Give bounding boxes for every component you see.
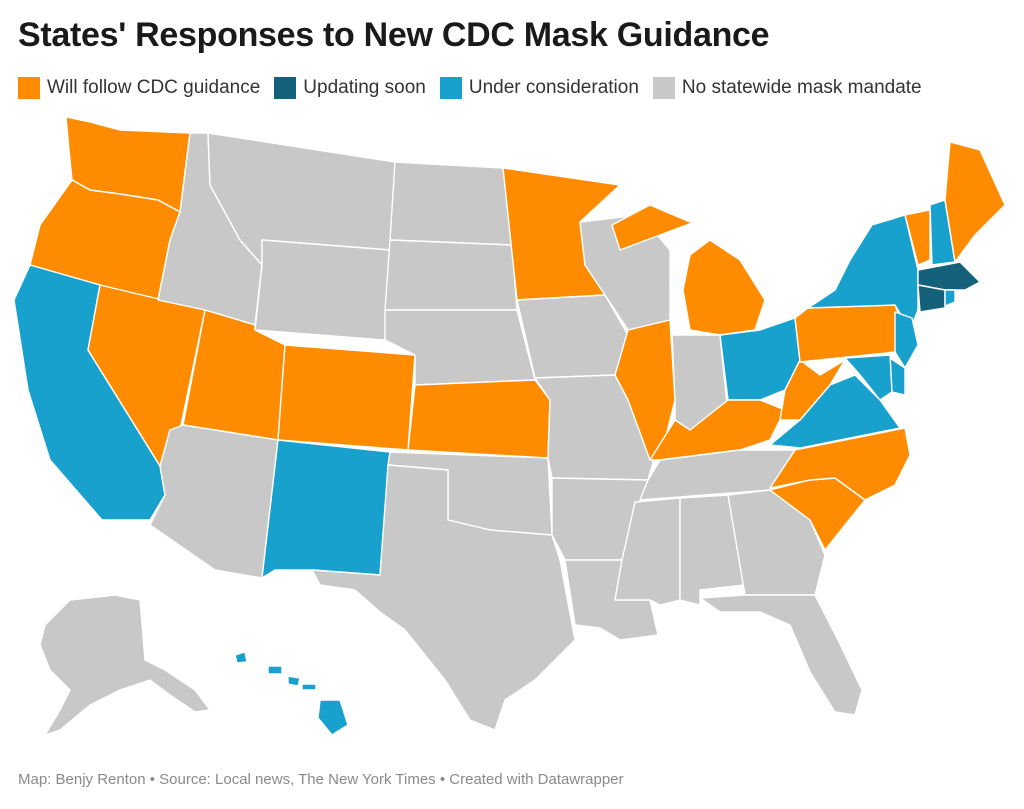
- state-kansas[interactable]: [407, 379, 551, 459]
- legend-swatch-updating: [274, 77, 297, 99]
- legend-item-follow: Will follow CDC guidance: [18, 77, 260, 99]
- state-kentucky[interactable]: [649, 399, 786, 461]
- state-newjersey[interactable]: [894, 311, 919, 369]
- legend-item-none: No statewide mask mandate: [652, 77, 922, 99]
- state-massachusetts[interactable]: [917, 261, 981, 291]
- state-hawaii[interactable]: [234, 651, 349, 736]
- legend-label-updating: Updating soon: [303, 77, 426, 98]
- state-texas[interactable]: [311, 464, 576, 731]
- legend-item-updating: Updating soon: [274, 77, 426, 99]
- us-states-map: [13, 116, 1006, 736]
- state-wyoming[interactable]: [254, 239, 391, 341]
- state-iowa[interactable]: [516, 294, 629, 379]
- chart-footer-credits: Map: Benjy Renton • Source: Local news, …: [18, 771, 624, 788]
- state-vermont[interactable]: [904, 209, 931, 266]
- legend-label-none: No statewide mask mandate: [681, 77, 922, 98]
- state-alaska[interactable]: [39, 594, 211, 736]
- state-connecticut[interactable]: [917, 284, 946, 313]
- legend: Will follow CDC guidance Updating soon U…: [18, 77, 936, 99]
- state-northcarolina[interactable]: [769, 427, 911, 501]
- legend-label-consideration: Under consideration: [468, 77, 639, 98]
- legend-label-follow: Will follow CDC guidance: [47, 77, 261, 98]
- legend-item-consideration: Under consideration: [439, 77, 639, 99]
- state-pennsylvania[interactable]: [794, 304, 906, 363]
- state-northdakota[interactable]: [389, 161, 513, 246]
- chart-title: States' Responses to New CDC Mask Guidan…: [18, 16, 770, 54]
- state-maryland[interactable]: [844, 354, 893, 401]
- state-westvirginia[interactable]: [779, 359, 846, 421]
- state-southdakota[interactable]: [384, 239, 518, 311]
- state-maine[interactable]: [944, 141, 1006, 263]
- legend-swatch-follow: [18, 77, 40, 99]
- state-arizona[interactable]: [149, 424, 279, 579]
- state-newmexico[interactable]: [261, 439, 391, 579]
- state-colorado[interactable]: [277, 344, 416, 451]
- legend-swatch-none: [652, 77, 675, 99]
- state-rhodeisland[interactable]: [944, 289, 956, 307]
- state-florida[interactable]: [699, 594, 863, 716]
- legend-swatch-consideration: [439, 77, 462, 99]
